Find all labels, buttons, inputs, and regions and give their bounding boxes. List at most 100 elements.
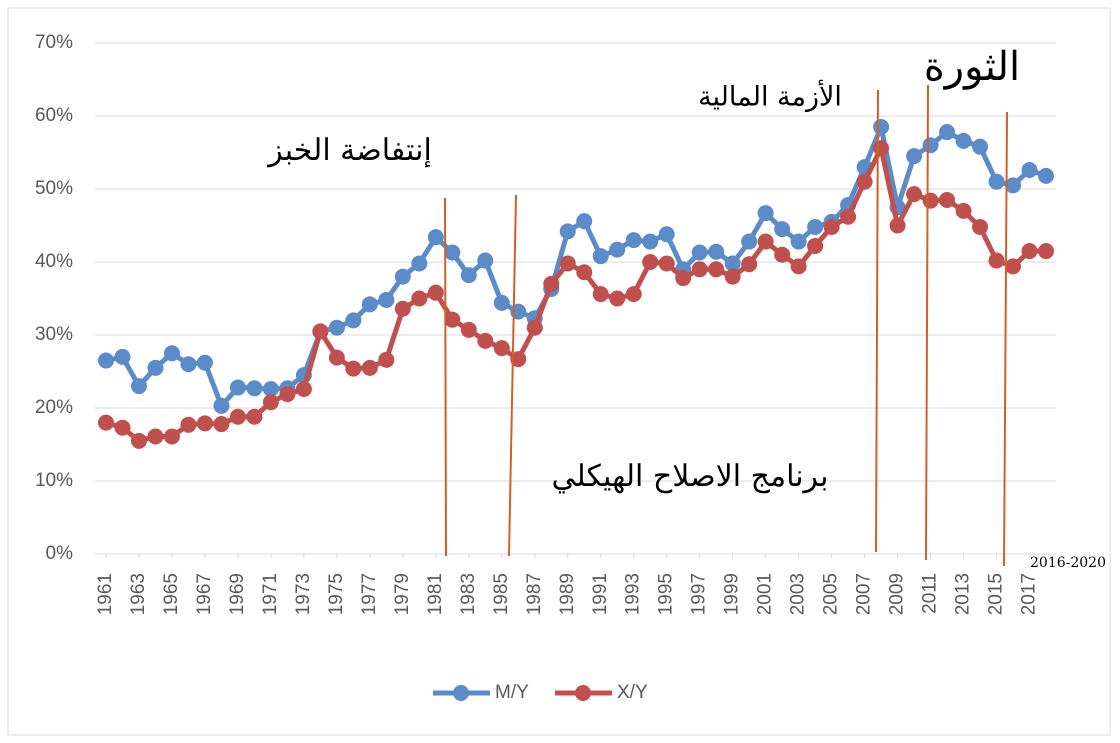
point [163, 428, 180, 445]
point [460, 321, 477, 338]
point [840, 208, 857, 225]
point [675, 270, 692, 287]
y-tick-label: 20% [35, 397, 73, 418]
point [889, 217, 906, 234]
point [988, 173, 1005, 190]
event-line [875, 89, 879, 553]
point [543, 275, 560, 292]
x-tick-label: 2007 [854, 573, 875, 615]
point [328, 349, 345, 366]
point [1005, 177, 1022, 194]
point [147, 359, 164, 376]
event-line [925, 84, 929, 561]
point [576, 264, 593, 281]
chart-border [7, 7, 1111, 736]
point [856, 173, 873, 190]
point [1038, 167, 1054, 184]
point [708, 243, 725, 260]
point [427, 284, 444, 301]
event-line [444, 197, 447, 557]
point [279, 386, 296, 403]
point [691, 261, 708, 278]
point [526, 319, 543, 336]
point [592, 286, 609, 303]
series-line [105, 124, 1047, 409]
x-tick-label: 1967 [194, 573, 215, 615]
point [642, 233, 659, 250]
point [262, 381, 279, 398]
x-tick-label: 2017 [1019, 573, 1040, 615]
point [114, 348, 131, 365]
point [906, 148, 923, 165]
point [906, 186, 923, 203]
point [114, 419, 131, 436]
point [493, 340, 510, 357]
point [345, 360, 362, 377]
point [691, 244, 708, 261]
x-tick-label: 1971 [260, 573, 281, 615]
point [460, 267, 477, 284]
x-tick-label: 2003 [788, 573, 809, 615]
point [609, 241, 626, 258]
point [394, 300, 411, 317]
x-tick-label: 1965 [161, 573, 182, 615]
point [741, 256, 758, 273]
point [378, 291, 395, 308]
point [774, 246, 791, 263]
annotation: إنتفاضة الخبز [266, 133, 432, 168]
point [922, 192, 939, 209]
point [658, 226, 675, 243]
legend-marker [575, 685, 591, 701]
point [741, 233, 758, 250]
x-tick-label: 1993 [623, 573, 644, 615]
point [873, 140, 890, 157]
event-line [1003, 111, 1008, 567]
y-tick-label: 0% [46, 543, 74, 564]
point [411, 290, 428, 307]
point [196, 415, 213, 432]
series-line [105, 145, 1046, 444]
point [774, 221, 791, 238]
x-tick-label: 1975 [326, 573, 347, 615]
point [147, 428, 164, 445]
point [658, 255, 675, 272]
point [361, 296, 378, 313]
point [757, 205, 774, 222]
x-tick-label: 1961 [95, 573, 116, 615]
point [807, 237, 824, 254]
point [180, 416, 197, 433]
point [130, 378, 147, 395]
point [213, 416, 230, 433]
point [312, 323, 329, 340]
annotation: الأزمة المالية [698, 80, 842, 113]
x-tick-label: 1983 [458, 573, 479, 615]
x-tick-label: 2001 [755, 573, 776, 615]
point [972, 138, 989, 155]
y-tick-label: 60% [35, 105, 73, 126]
y-tick-label: 30% [35, 324, 73, 345]
point [477, 252, 494, 269]
legend-label: X/Y [617, 682, 648, 703]
point [98, 414, 114, 431]
point [1021, 162, 1038, 179]
x-tick-label: 1979 [392, 573, 413, 615]
x-tick-label: 1997 [689, 573, 710, 615]
point [213, 397, 230, 414]
point [1005, 258, 1022, 275]
point [98, 352, 114, 369]
point [625, 232, 642, 249]
point [246, 408, 263, 425]
x-tick-label: 1987 [524, 573, 545, 615]
x-tick-label: 1977 [359, 573, 380, 615]
point [708, 261, 725, 278]
point [790, 258, 807, 275]
x-tick-label: 2015 [986, 573, 1007, 615]
x-tick-label: 2005 [821, 573, 842, 615]
point [411, 255, 428, 272]
point [642, 254, 659, 270]
plot [98, 118, 1054, 449]
point [394, 268, 411, 285]
x-tick-label: 1985 [491, 573, 512, 615]
y-tick-label: 50% [35, 178, 73, 199]
